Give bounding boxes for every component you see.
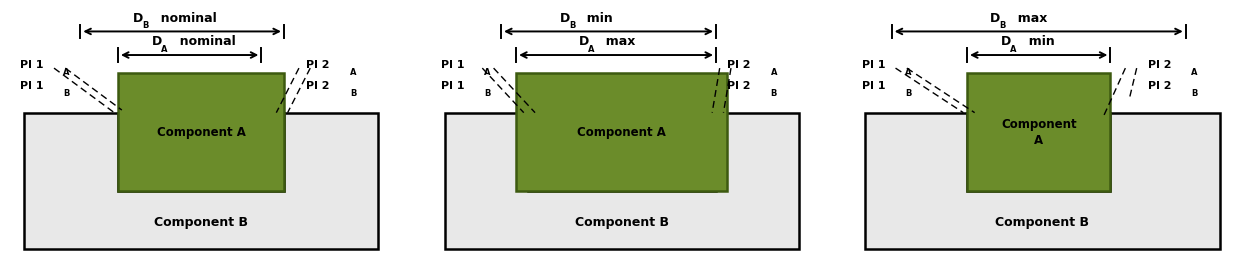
- Text: Pl 1: Pl 1: [862, 81, 885, 91]
- Bar: [24, 113, 378, 249]
- Text: D: D: [133, 12, 143, 25]
- Text: B: B: [771, 89, 777, 97]
- Text: Pl 1: Pl 1: [441, 61, 465, 70]
- Text: A: A: [162, 45, 168, 54]
- Text: A: A: [63, 68, 70, 77]
- Text: B: B: [1000, 21, 1006, 30]
- Text: Pl 2: Pl 2: [727, 81, 751, 91]
- Text: A: A: [349, 68, 357, 77]
- Text: A: A: [904, 68, 912, 77]
- Text: Component B: Component B: [154, 216, 247, 229]
- Text: Pl 2: Pl 2: [727, 61, 751, 70]
- Text: D: D: [579, 35, 589, 48]
- Text: Pl 1: Pl 1: [20, 61, 44, 70]
- Text: Component B: Component B: [996, 216, 1089, 229]
- Text: B: B: [142, 21, 149, 30]
- Text: B: B: [569, 21, 575, 30]
- Text: B: B: [904, 89, 912, 97]
- Text: Component A: Component A: [157, 126, 245, 139]
- Text: Pl 1: Pl 1: [441, 81, 465, 91]
- Text: D: D: [990, 12, 1000, 25]
- Text: nominal: nominal: [171, 35, 236, 48]
- Text: Pl 1: Pl 1: [20, 81, 44, 91]
- Text: Pl 2: Pl 2: [306, 81, 330, 91]
- Bar: [516, 73, 727, 191]
- Text: Pl 1: Pl 1: [862, 61, 885, 70]
- Bar: [967, 73, 1110, 191]
- Bar: [528, 113, 716, 191]
- Text: A: A: [1191, 68, 1198, 77]
- Text: Component B: Component B: [575, 216, 668, 229]
- Text: A: A: [1010, 45, 1017, 54]
- Text: Pl 2: Pl 2: [306, 61, 330, 70]
- Text: Component A: Component A: [578, 126, 666, 139]
- Text: A: A: [485, 68, 491, 77]
- Bar: [865, 113, 1220, 249]
- Text: min: min: [1020, 35, 1055, 48]
- Text: D: D: [560, 12, 570, 25]
- Text: nominal: nominal: [152, 12, 217, 25]
- Text: B: B: [1191, 89, 1198, 97]
- Text: min: min: [578, 12, 613, 25]
- Text: B: B: [485, 89, 491, 97]
- Bar: [118, 113, 284, 191]
- Text: Pl 2: Pl 2: [1148, 61, 1172, 70]
- Bar: [118, 73, 284, 191]
- Bar: [967, 113, 1110, 191]
- Text: B: B: [63, 89, 70, 97]
- Text: max: max: [598, 35, 636, 48]
- Text: Component
A: Component A: [1001, 118, 1076, 147]
- Text: B: B: [349, 89, 357, 97]
- Text: Pl 2: Pl 2: [1148, 81, 1172, 91]
- Text: A: A: [771, 68, 777, 77]
- Text: D: D: [1001, 35, 1011, 48]
- Text: max: max: [1009, 12, 1048, 25]
- Bar: [445, 113, 799, 249]
- Text: A: A: [588, 45, 594, 54]
- Text: D: D: [152, 35, 162, 48]
